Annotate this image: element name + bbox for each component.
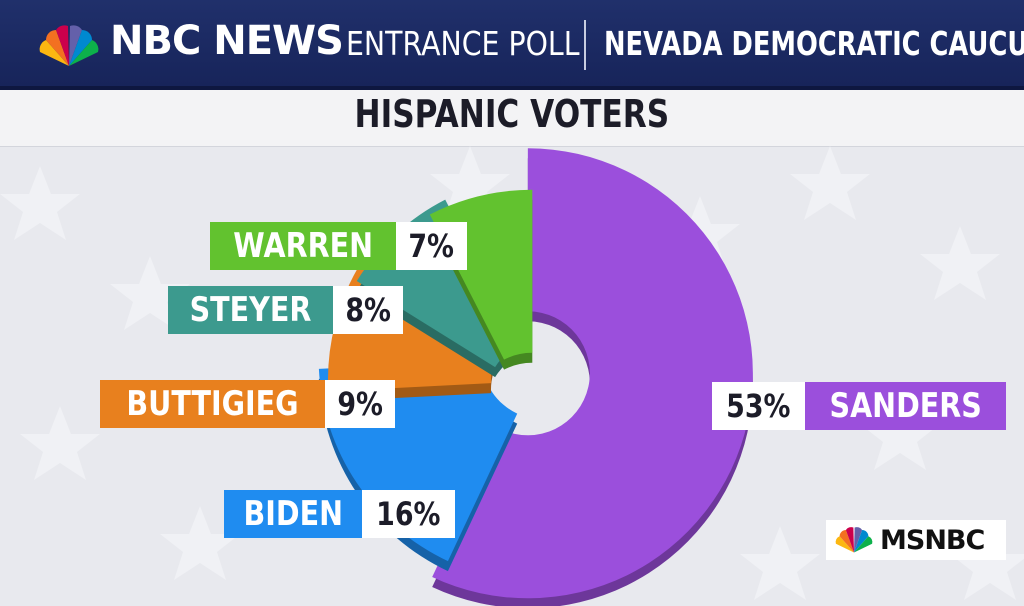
event-title: NEVADA DEMOCRATIC CAUCUS	[604, 24, 1024, 63]
label-sanders: 53% SANDERS	[712, 382, 1006, 430]
data-label-steyer-pct: 8%	[332, 286, 404, 334]
msnbc-wordmark: MSNBC	[880, 524, 985, 556]
header-bar: NBC NEWS ENTRANCE POLL NEVADA DEMOCRATIC…	[0, 0, 1024, 90]
legend-label-warren: WARREN	[210, 222, 397, 270]
data-label-sanders-pct: 53%	[712, 382, 805, 430]
label-biden: BIDEN 16%	[224, 490, 456, 538]
nbc-peacock-icon	[39, 25, 99, 66]
legend-label-buttigieg: BUTTIGIEG	[100, 380, 326, 428]
poll-type: ENTRANCE POLL	[346, 24, 580, 63]
data-label-warren-pct: 7%	[396, 222, 467, 270]
label-buttigieg: BUTTIGIEG 9%	[100, 380, 396, 428]
msnbc-logo: MSNBC	[826, 520, 1006, 560]
nbc-news-brand: NBC NEWS	[110, 18, 344, 64]
header-divider	[584, 20, 586, 70]
data-label-buttigieg-pct: 9%	[325, 380, 396, 428]
subtitle-bar	[0, 90, 1024, 147]
msnbc-peacock-icon	[835, 527, 873, 553]
data-label-biden-pct: 16%	[362, 490, 456, 538]
label-steyer: STEYER 8%	[168, 286, 404, 334]
legend-label-biden: BIDEN	[224, 490, 363, 538]
legend-label-sanders: SANDERS	[804, 382, 1006, 430]
legend-label-steyer: STEYER	[168, 286, 333, 334]
pie-slice-sanders	[432, 148, 753, 599]
label-warren: WARREN 7%	[210, 222, 467, 270]
chart-subtitle: HISPANIC VOTERS	[354, 92, 670, 136]
